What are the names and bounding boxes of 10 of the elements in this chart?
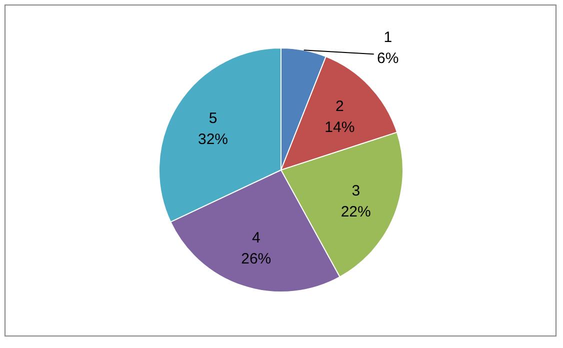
data-label: 26% [241, 250, 272, 268]
data-label: 32% [198, 130, 228, 148]
slice-label: 3 [352, 182, 360, 200]
data-label: 14% [324, 118, 355, 136]
data-label: 22% [340, 204, 371, 221]
slice-label: 4 [252, 230, 260, 247]
slice-label: 2 [336, 98, 344, 115]
data-label: 6% [377, 50, 399, 68]
slice-label: 5 [208, 110, 218, 127]
slice-label: 1 [384, 29, 392, 46]
